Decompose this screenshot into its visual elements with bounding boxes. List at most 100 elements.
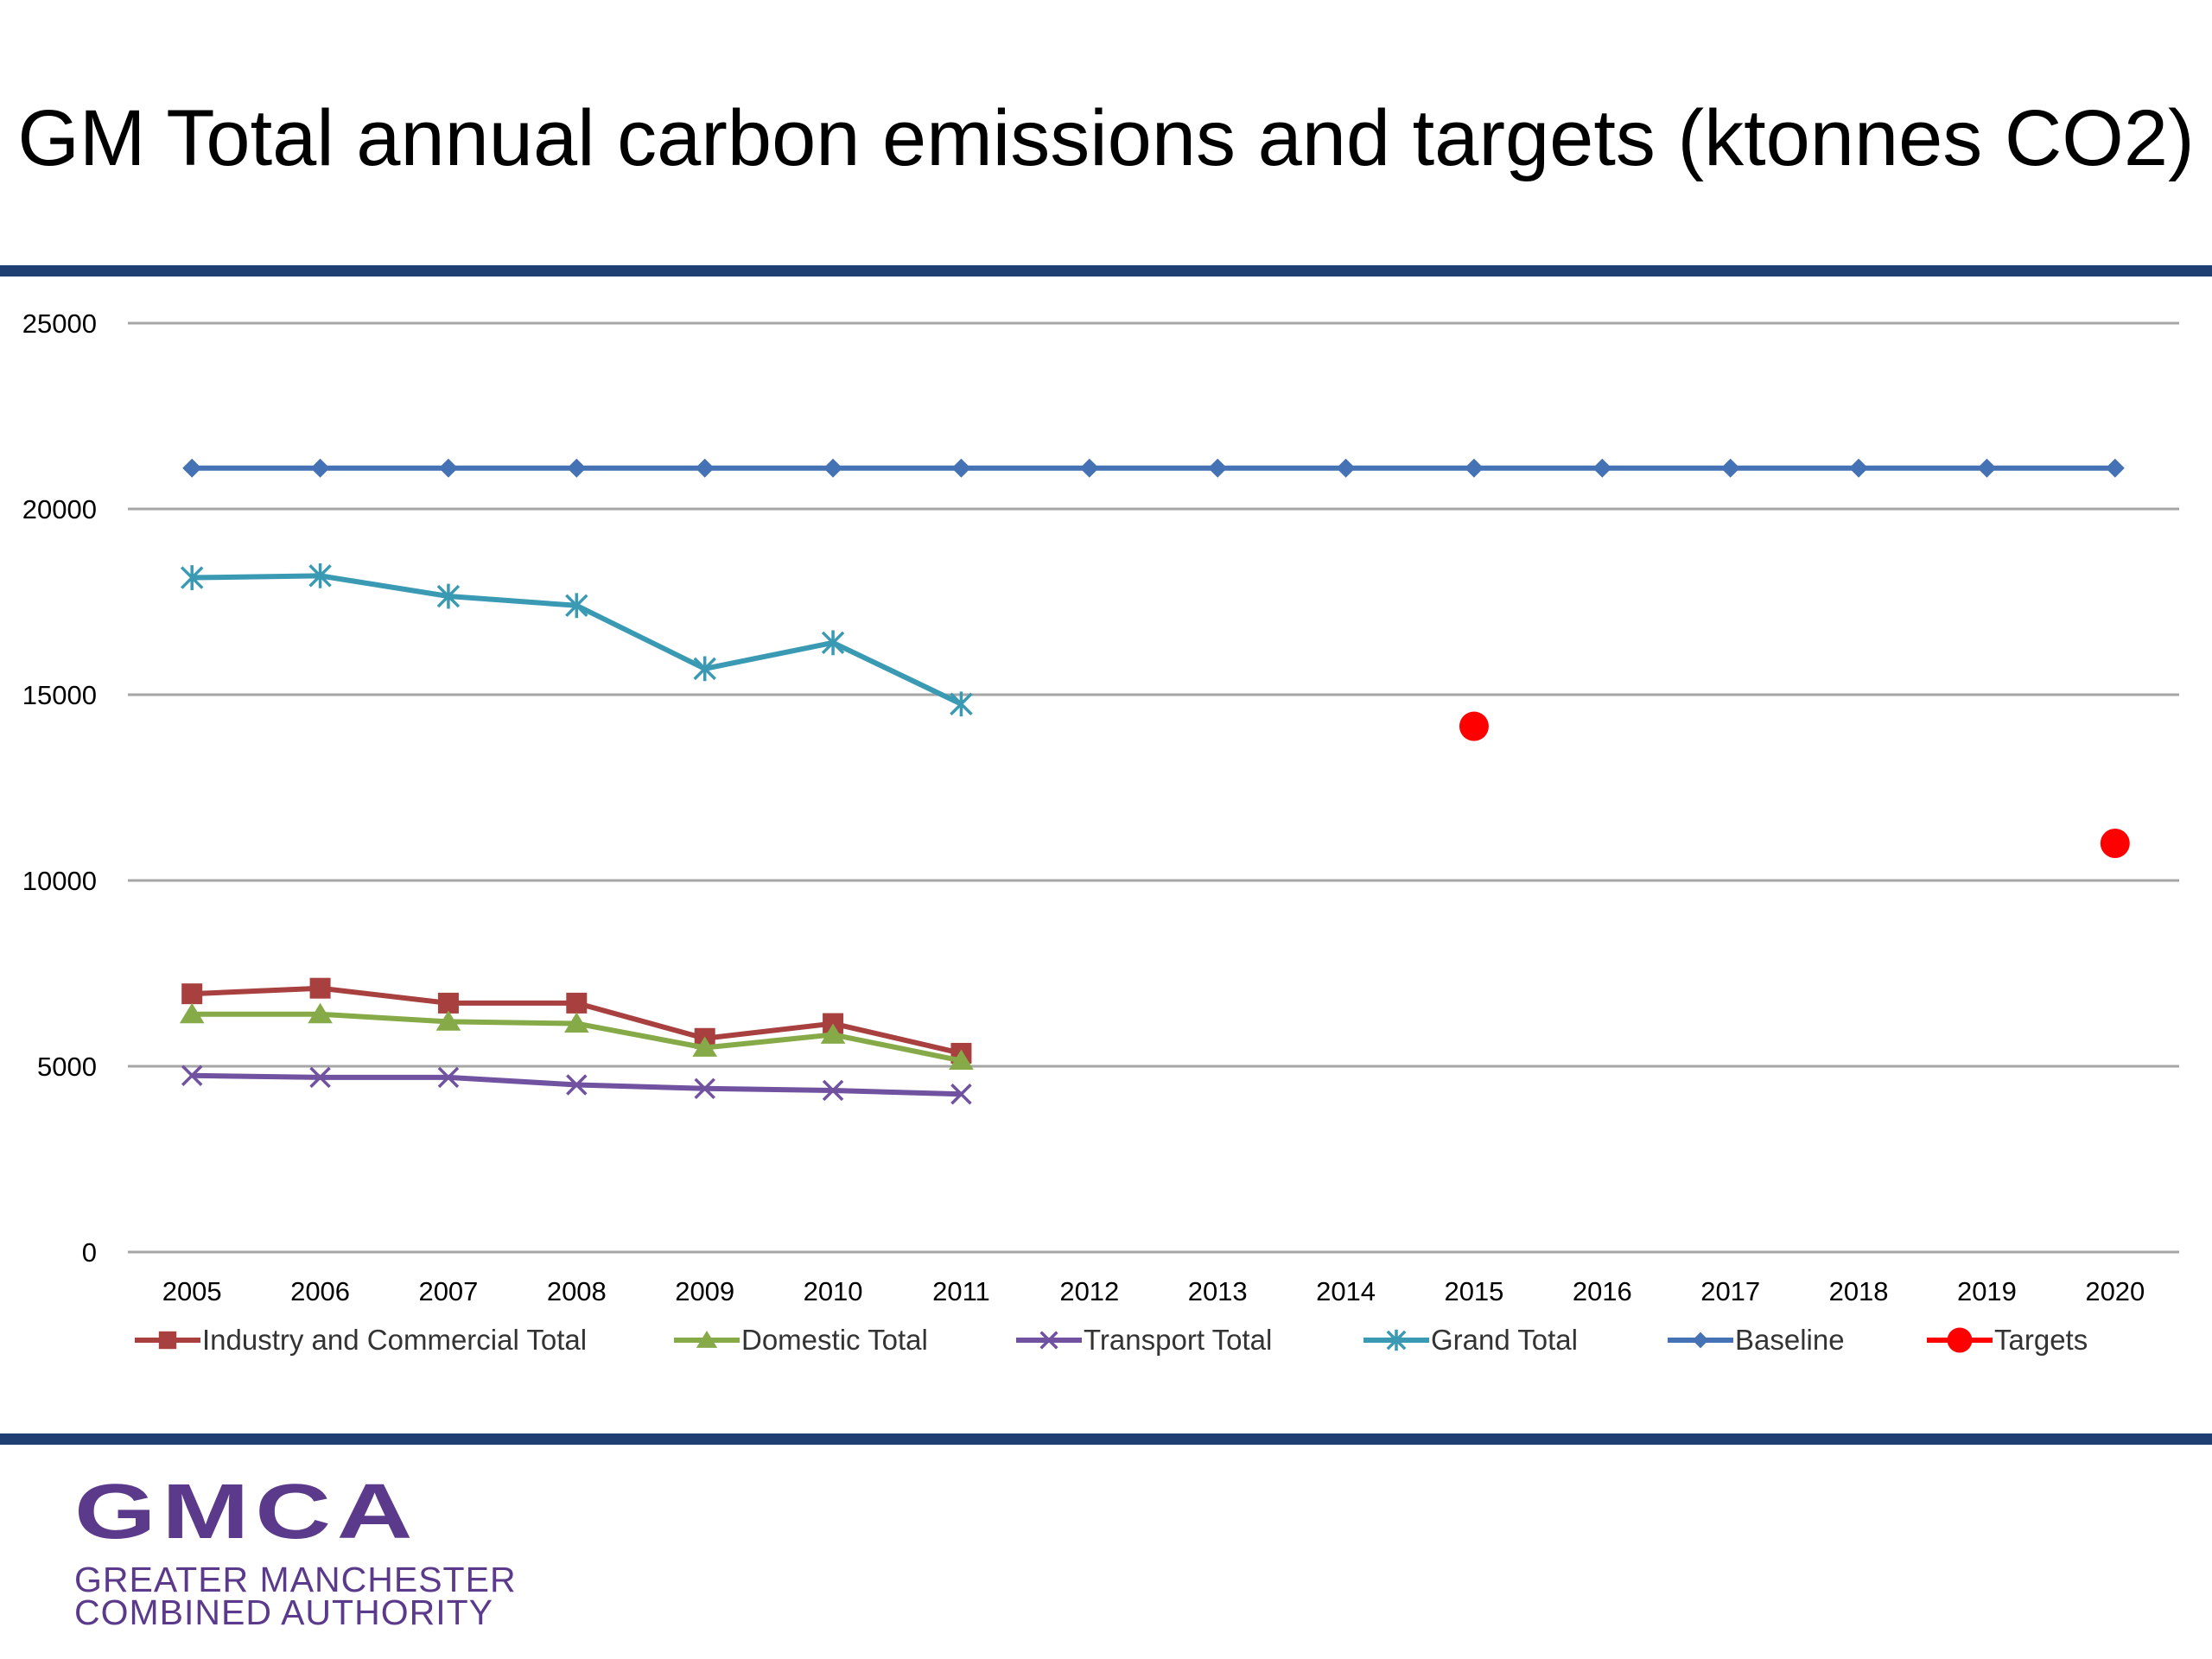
x-tick-label: 2007 bbox=[418, 1276, 478, 1306]
x-tick-label: 2019 bbox=[1957, 1276, 2017, 1306]
data-point bbox=[437, 1066, 460, 1089]
data-point bbox=[308, 563, 332, 588]
data-point bbox=[564, 1012, 589, 1033]
bottom-divider bbox=[0, 1433, 2212, 1445]
data-point bbox=[821, 630, 845, 656]
data-point bbox=[1459, 711, 1489, 741]
data-point bbox=[182, 458, 202, 478]
y-tick-label: 25000 bbox=[22, 308, 97, 339]
gmca-logo: GMCA GREATER MANCHESTER COMBINED AUTHORI… bbox=[74, 1473, 517, 1632]
data-point bbox=[437, 992, 459, 1014]
logo-line-2: COMBINED AUTHORITY bbox=[74, 1592, 493, 1632]
legend: Industry and Commercial Total Domestic To… bbox=[135, 1324, 2088, 1356]
data-point bbox=[436, 583, 461, 609]
x-tick-label: 2018 bbox=[1829, 1276, 1889, 1306]
line-chart: 0 5000 10000 15000 20000 25000 2005 2006 2007 200… bbox=[22, 308, 2179, 1356]
data-point bbox=[1849, 458, 1869, 478]
data-point bbox=[950, 691, 973, 717]
x-tick-label: 2008 bbox=[547, 1276, 607, 1306]
data-point bbox=[309, 977, 331, 999]
legend-item: Baseline bbox=[1668, 1324, 1845, 1356]
top-divider bbox=[0, 265, 2212, 276]
data-point bbox=[1208, 458, 1228, 478]
slide-title: GM Total annual carbon emissions and tar… bbox=[17, 94, 2195, 182]
data-point bbox=[950, 1084, 972, 1105]
x-tick-label: 2009 bbox=[675, 1276, 734, 1306]
data-point bbox=[438, 458, 458, 478]
series-industry-and-commercial-total bbox=[181, 977, 972, 1064]
legend-label: Targets bbox=[1994, 1324, 2088, 1356]
legend-item: Targets bbox=[1927, 1324, 2088, 1356]
data-point bbox=[695, 458, 715, 478]
series bbox=[179, 458, 2130, 1105]
data-point bbox=[308, 1002, 333, 1024]
data-point bbox=[693, 656, 716, 682]
series-baseline bbox=[182, 458, 2125, 478]
legend-label: Industry and Commercial Total bbox=[202, 1324, 587, 1356]
data-point bbox=[566, 1074, 588, 1096]
data-point bbox=[822, 1079, 844, 1102]
legend-item: Transport Total bbox=[1016, 1324, 1272, 1356]
x-tick-label: 2010 bbox=[804, 1276, 863, 1306]
data-point bbox=[1592, 458, 1612, 478]
logo-mark: GMCA bbox=[74, 1469, 419, 1555]
axis-labels: 0 5000 10000 15000 20000 25000 2005 2006 2007 200… bbox=[22, 308, 2145, 1306]
x-tick-label: 2011 bbox=[932, 1276, 990, 1306]
legend-label: Baseline bbox=[1735, 1324, 1845, 1356]
data-point bbox=[696, 1330, 718, 1348]
legend-item: Industry and Commercial Total bbox=[135, 1324, 587, 1356]
x-tick-label: 2012 bbox=[1059, 1276, 1119, 1306]
legend-label: Grand Total bbox=[1431, 1324, 1578, 1356]
data-point bbox=[1977, 458, 1997, 478]
data-point bbox=[1464, 458, 1484, 478]
y-tick-label: 20000 bbox=[22, 494, 97, 524]
data-point bbox=[566, 992, 588, 1014]
data-point bbox=[951, 458, 971, 478]
data-point bbox=[158, 1331, 177, 1350]
data-point bbox=[1720, 458, 1740, 478]
data-point bbox=[435, 1010, 461, 1031]
logo-line-1: GREATER MANCHESTER bbox=[74, 1560, 517, 1599]
legend-label: Transport Total bbox=[1084, 1324, 1272, 1356]
legend-label: Domestic Total bbox=[741, 1324, 928, 1356]
data-point bbox=[1947, 1327, 1973, 1353]
gridlines bbox=[128, 321, 2179, 1254]
series-transport-total bbox=[181, 1065, 972, 1105]
y-tick-label: 10000 bbox=[22, 866, 97, 896]
data-point bbox=[692, 1036, 717, 1057]
data-point bbox=[310, 458, 330, 478]
data-point bbox=[181, 983, 203, 1005]
data-point bbox=[181, 1065, 203, 1086]
data-point bbox=[2105, 458, 2125, 478]
data-point bbox=[180, 565, 204, 590]
data-point bbox=[1336, 458, 1356, 478]
data-point bbox=[820, 1023, 846, 1044]
y-tick-label: 15000 bbox=[22, 680, 97, 710]
x-tick-label: 2020 bbox=[2085, 1276, 2145, 1306]
x-tick-label: 2016 bbox=[1573, 1276, 1632, 1306]
x-tick-label: 2005 bbox=[162, 1276, 222, 1306]
data-point bbox=[1386, 1329, 1407, 1351]
legend-item: Domestic Total bbox=[674, 1324, 928, 1356]
y-tick-label: 5000 bbox=[37, 1052, 97, 1082]
data-point bbox=[1079, 458, 1099, 478]
series-domestic-total bbox=[179, 1002, 974, 1070]
data-point bbox=[565, 593, 588, 619]
data-point bbox=[179, 1002, 205, 1024]
series-targets bbox=[1459, 711, 2130, 858]
x-tick-label: 2014 bbox=[1316, 1276, 1376, 1306]
data-point bbox=[309, 1066, 331, 1089]
series-grand-total bbox=[180, 563, 973, 717]
data-point bbox=[823, 458, 843, 478]
data-point bbox=[694, 1077, 715, 1100]
data-point bbox=[949, 1049, 974, 1070]
x-tick-label: 2017 bbox=[1700, 1276, 1760, 1306]
x-tick-label: 2006 bbox=[290, 1276, 350, 1306]
data-point bbox=[1692, 1332, 1709, 1349]
legend-item: Grand Total bbox=[1363, 1324, 1578, 1356]
x-tick-label: 2015 bbox=[1444, 1276, 1503, 1306]
data-point bbox=[2100, 829, 2130, 858]
y-tick-label: 0 bbox=[82, 1237, 97, 1268]
x-tick-label: 2013 bbox=[1188, 1276, 1248, 1306]
data-point bbox=[567, 458, 587, 478]
